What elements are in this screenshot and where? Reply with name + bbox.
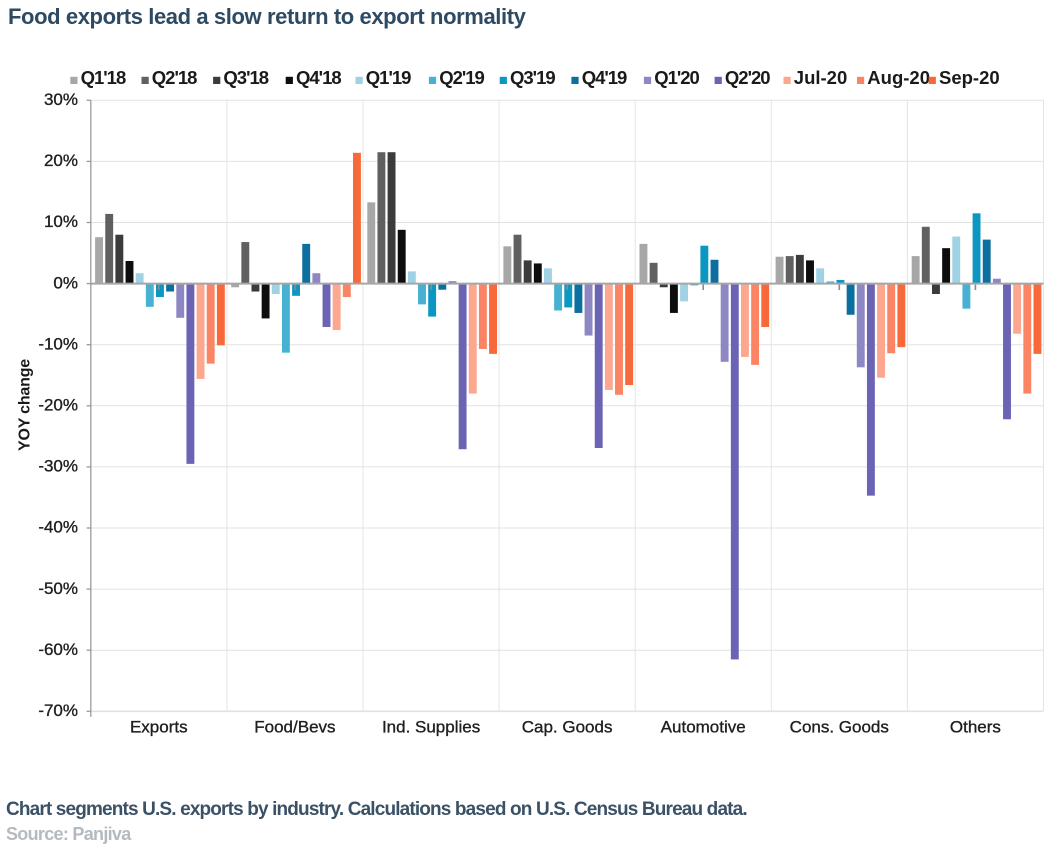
svg-text:-20%: -20% <box>38 396 78 415</box>
svg-text:0%: 0% <box>53 273 78 292</box>
svg-text:-70%: -70% <box>38 701 78 720</box>
svg-text:-40%: -40% <box>38 518 78 537</box>
svg-text:Food/Bevs: Food/Bevs <box>254 718 335 737</box>
svg-text:Q2'19: Q2'19 <box>439 67 484 88</box>
svg-text:Q1'18: Q1'18 <box>81 67 126 88</box>
svg-text:Q1'19: Q1'19 <box>366 67 411 88</box>
svg-text:10%: 10% <box>44 212 78 231</box>
svg-text:Cap. Goods: Cap. Goods <box>522 718 613 737</box>
svg-text:Q2'18: Q2'18 <box>152 67 197 88</box>
svg-text:Ind. Supplies: Ind. Supplies <box>382 718 480 737</box>
svg-text:20%: 20% <box>44 151 78 170</box>
svg-text:Q3'18: Q3'18 <box>223 67 268 88</box>
svg-text:Q2'20: Q2'20 <box>725 67 770 88</box>
svg-text:YOY change: YOY change <box>17 359 34 451</box>
svg-text:Automotive: Automotive <box>661 718 746 737</box>
svg-text:Q1'20: Q1'20 <box>654 67 699 88</box>
svg-text:Aug-20: Aug-20 <box>867 67 930 88</box>
svg-text:Jul-20: Jul-20 <box>794 67 847 88</box>
svg-text:Exports: Exports <box>130 718 188 737</box>
svg-text:Q3'19: Q3'19 <box>510 67 555 88</box>
svg-text:-30%: -30% <box>38 457 78 476</box>
svg-text:-60%: -60% <box>38 640 78 659</box>
svg-text:Q4'19: Q4'19 <box>582 67 627 88</box>
svg-text:Sep-20: Sep-20 <box>939 67 1000 88</box>
svg-text:Cons. Goods: Cons. Goods <box>790 718 889 737</box>
svg-text:-10%: -10% <box>38 334 78 353</box>
svg-text:-50%: -50% <box>38 579 78 598</box>
svg-text:Others: Others <box>950 718 1001 737</box>
svg-text:30%: 30% <box>44 90 78 109</box>
svg-text:Q4'18: Q4'18 <box>296 67 341 88</box>
